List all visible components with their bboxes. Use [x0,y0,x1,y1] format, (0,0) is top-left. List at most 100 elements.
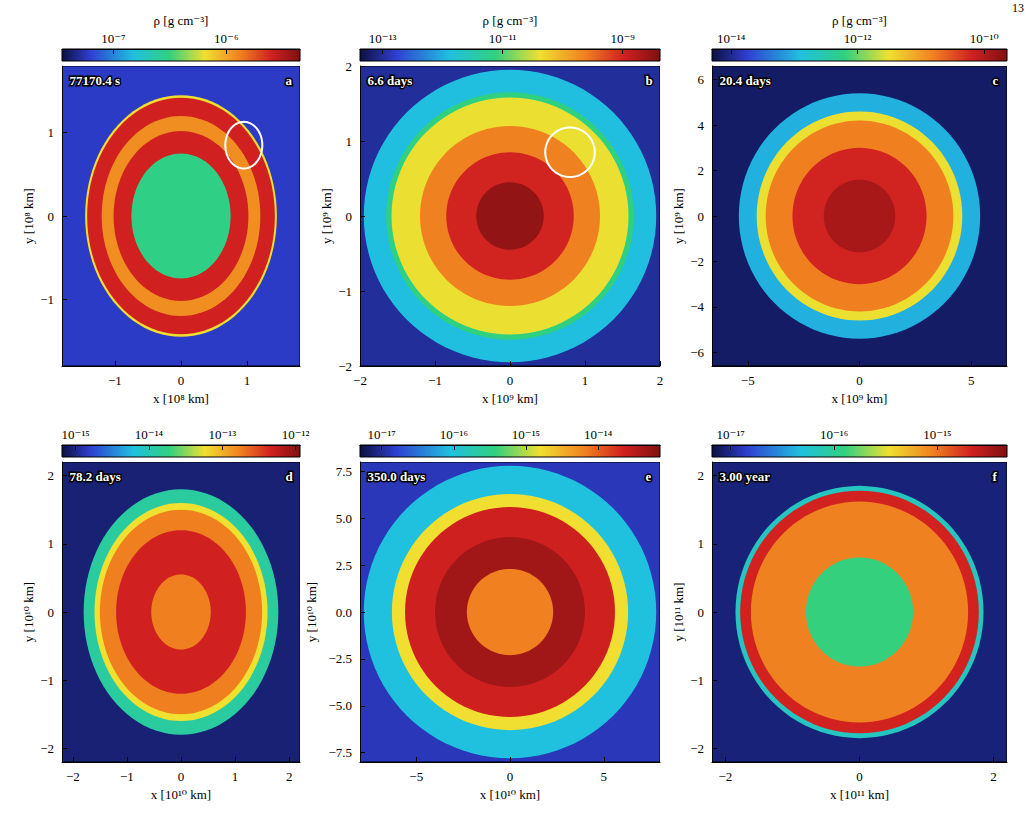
svg-text:2: 2 [48,468,55,483]
svg-text:y [10¹⁰ km]: y [10¹⁰ km] [304,582,319,642]
svg-text:0: 0 [698,209,705,224]
svg-text:f: f [993,469,998,484]
svg-text:y [10¹¹ km]: y [10¹¹ km] [671,582,686,641]
svg-text:−4: −4 [690,299,704,314]
svg-text:−2: −2 [690,254,704,269]
svg-text:10⁻¹⁶: 10⁻¹⁶ [820,427,848,442]
svg-text:−1: −1 [338,284,352,299]
svg-text:x [10⁹ km]: x [10⁹ km] [832,391,888,406]
svg-text:0: 0 [856,373,863,388]
svg-text:1: 1 [232,769,239,784]
svg-text:−1: −1 [120,769,134,784]
svg-text:0: 0 [346,209,353,224]
svg-text:d: d [286,469,294,484]
svg-text:5.0: 5.0 [336,511,352,526]
svg-text:1: 1 [582,373,589,388]
svg-text:10⁻¹⁴: 10⁻¹⁴ [717,31,746,46]
svg-text:0: 0 [48,209,55,224]
svg-text:ρ [g cm⁻³]: ρ [g cm⁻³] [832,13,887,28]
svg-text:x [10⁹ km]: x [10⁹ km] [482,391,538,406]
svg-text:3.00 year: 3.00 year [720,469,771,484]
svg-text:1: 1 [48,536,55,551]
svg-text:−1: −1 [428,373,442,388]
svg-text:−2: −2 [718,769,732,784]
svg-text:−1: −1 [690,673,704,688]
svg-text:1: 1 [346,134,353,149]
svg-text:10⁻⁶: 10⁻⁶ [214,31,238,46]
svg-text:10⁻¹⁰: 10⁻¹⁰ [970,31,999,46]
svg-text:0: 0 [698,605,705,620]
svg-text:2: 2 [346,59,353,74]
svg-text:10⁻¹¹: 10⁻¹¹ [489,31,517,46]
svg-text:6.6 days: 6.6 days [368,73,413,88]
svg-text:−2.5: −2.5 [328,651,352,666]
svg-text:10⁻¹⁴: 10⁻¹⁴ [135,427,164,442]
svg-text:10⁻¹³: 10⁻¹³ [208,427,236,442]
svg-text:−7.5: −7.5 [328,745,352,760]
svg-text:10⁻¹⁷: 10⁻¹⁷ [717,427,745,442]
svg-text:20.4 days: 20.4 days [720,73,771,88]
svg-text:10⁻¹⁵: 10⁻¹⁵ [62,427,90,442]
svg-text:2: 2 [657,373,664,388]
svg-text:10⁻⁹: 10⁻⁹ [610,31,635,46]
svg-text:−1: −1 [40,673,54,688]
svg-text:x [10¹⁰ km]: x [10¹⁰ km] [151,787,211,802]
svg-text:350.0 days: 350.0 days [368,469,426,484]
svg-text:6: 6 [698,72,705,87]
svg-text:a: a [286,73,293,88]
svg-text:5: 5 [968,373,975,388]
svg-text:13: 13 [1012,1,1024,15]
svg-text:10⁻¹²: 10⁻¹² [844,31,872,46]
svg-text:10⁻¹⁵: 10⁻¹⁵ [923,427,951,442]
svg-text:0: 0 [178,373,185,388]
svg-text:2: 2 [698,468,705,483]
svg-text:0: 0 [48,605,55,620]
svg-text:−2: −2 [353,373,367,388]
svg-text:−5: −5 [409,769,423,784]
svg-text:77170.4 s: 77170.4 s [70,73,121,88]
svg-text:c: c [993,73,999,88]
svg-text:0: 0 [178,769,185,784]
svg-text:7.5: 7.5 [336,464,352,479]
svg-text:2: 2 [286,769,293,784]
svg-text:y [10⁸ km]: y [10⁸ km] [21,188,36,244]
svg-text:e: e [646,469,652,484]
svg-text:10⁻¹³: 10⁻¹³ [369,31,397,46]
svg-text:0: 0 [507,373,514,388]
svg-text:−1: −1 [108,373,122,388]
svg-text:0: 0 [856,769,863,784]
svg-text:10⁻¹²: 10⁻¹² [282,427,310,442]
svg-text:−2: −2 [40,741,54,756]
svg-text:−2: −2 [66,769,80,784]
svg-text:b: b [646,73,653,88]
svg-text:−1: −1 [40,292,54,307]
svg-text:y [10⁹ km]: y [10⁹ km] [671,188,686,244]
svg-text:1: 1 [244,373,251,388]
svg-text:2.5: 2.5 [336,558,352,573]
svg-text:2: 2 [990,769,997,784]
svg-text:x [10⁸ km]: x [10⁸ km] [153,391,209,406]
svg-text:10⁻¹⁵: 10⁻¹⁵ [512,427,540,442]
svg-text:1: 1 [48,125,55,140]
svg-text:−5.0: −5.0 [328,698,352,713]
svg-text:1: 1 [698,536,705,551]
svg-text:−2: −2 [338,359,352,374]
svg-text:x [10¹⁰ km]: x [10¹⁰ km] [480,787,540,802]
svg-text:y [10¹⁰ km]: y [10¹⁰ km] [21,582,36,642]
svg-text:x [10¹¹ km]: x [10¹¹ km] [830,787,889,802]
svg-text:10⁻⁷: 10⁻⁷ [101,31,125,46]
svg-text:10⁻¹⁴: 10⁻¹⁴ [584,427,613,442]
svg-text:0: 0 [507,769,514,784]
svg-text:ρ [g cm⁻³]: ρ [g cm⁻³] [483,13,538,28]
svg-text:0.0: 0.0 [336,605,352,620]
svg-text:ρ [g cm⁻³]: ρ [g cm⁻³] [154,13,209,28]
svg-text:10⁻¹⁶: 10⁻¹⁶ [440,427,468,442]
svg-text:−2: −2 [690,741,704,756]
svg-text:2: 2 [698,163,705,178]
svg-text:5: 5 [601,769,608,784]
svg-text:y [10⁹ km]: y [10⁹ km] [319,188,334,244]
svg-text:78.2 days: 78.2 days [70,469,121,484]
svg-text:−5: −5 [741,373,755,388]
svg-text:−6: −6 [690,345,704,360]
svg-text:4: 4 [698,118,705,133]
